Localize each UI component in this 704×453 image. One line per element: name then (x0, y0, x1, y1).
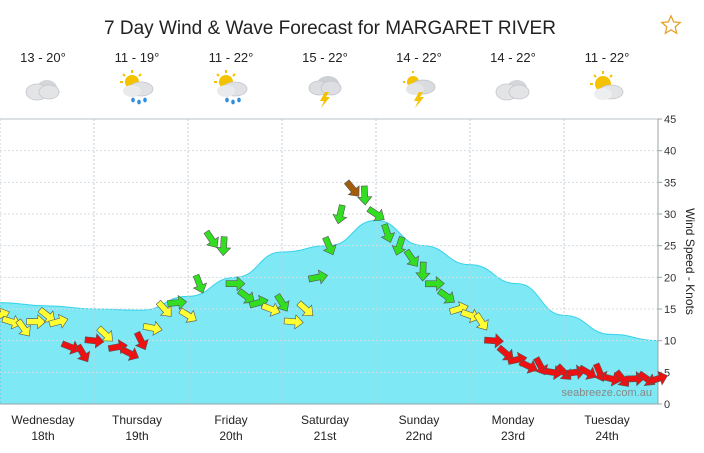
wind-arrow (155, 299, 172, 317)
y-tick-label: 30 (664, 209, 676, 221)
y-tick-label: 40 (664, 146, 676, 158)
favourite-star-icon[interactable] (660, 14, 682, 36)
wind-arrow (283, 314, 304, 330)
wind-arrow (203, 229, 219, 248)
day-temperature: 11 - 22° (208, 50, 254, 65)
wind-arrow (192, 273, 208, 294)
wind-arrow (178, 307, 197, 323)
wind-arrow (225, 276, 246, 292)
x-date-label: 22nd (406, 429, 433, 443)
x-date-label: 18th (31, 429, 54, 443)
wind-arrow (26, 314, 47, 330)
y-tick-label: 35 (664, 177, 676, 189)
wind-arrow (391, 235, 407, 256)
y-tick-label: 45 (664, 114, 676, 126)
sun-cloud-icon (585, 70, 629, 108)
wind-arrow (460, 308, 480, 324)
x-date-label: 19th (125, 429, 148, 443)
y-axis-title: Wind Speed - Knots (683, 208, 697, 315)
wind-arrow (1, 314, 22, 330)
x-date-label: 24th (595, 429, 618, 443)
day-temperature: 14 - 22° (396, 50, 442, 65)
wind-arrow (518, 359, 538, 374)
x-day-label: Friday (214, 413, 247, 427)
y-tick-label: 0 (664, 399, 670, 411)
wind-arrow (296, 300, 314, 316)
x-day-label: Wednesday (11, 413, 74, 427)
day-temperature: 11 - 19° (114, 50, 160, 65)
x-date-label: 21st (314, 429, 337, 443)
x-day-label: Tuesday (584, 413, 630, 427)
wind-arrow (75, 343, 91, 363)
wind-arrow (142, 320, 163, 336)
wind-arrow (473, 312, 489, 331)
wind-arrow (343, 179, 360, 197)
wind-arrow (215, 236, 232, 257)
x-day-label: Saturday (301, 413, 349, 427)
wind-arrow (133, 330, 149, 351)
wind-arrow (167, 294, 188, 311)
wind-arrow (274, 293, 290, 312)
wind-arrow (48, 313, 69, 329)
wind-arrow (260, 302, 281, 317)
sun-cloud-rain-icon (209, 70, 253, 108)
wind-arrow (424, 276, 445, 292)
x-day-label: Monday (492, 413, 535, 427)
y-tick-label: 15 (664, 304, 676, 316)
wind-arrow (119, 346, 140, 361)
storm-cloud-icon (303, 70, 347, 108)
x-day-label: Thursday (112, 413, 162, 427)
day-temperature: 13 - 20° (20, 50, 66, 65)
wind-arrow (648, 370, 668, 386)
x-day-label: Sunday (399, 413, 440, 427)
wind-arrow (60, 340, 81, 355)
y-tick-label: 5 (664, 367, 670, 379)
sun-storm-cloud-icon (397, 70, 441, 108)
day-temperature: 11 - 22° (584, 50, 630, 65)
x-date-label: 23rd (501, 429, 525, 443)
x-date-label: 20th (219, 429, 242, 443)
day-temperature: 15 - 22° (302, 50, 348, 65)
chart-title: 7 Day Wind & Wave Forecast for MARGARET … (104, 18, 556, 39)
wind-arrow (84, 333, 105, 349)
watermark: seabreeze.com.au (562, 387, 653, 399)
y-tick-label: 20 (664, 272, 676, 284)
wind-arrow (15, 318, 31, 337)
day-temperature: 14 - 22° (490, 50, 536, 65)
wind-arrow (366, 206, 385, 222)
wind-arrow (307, 269, 328, 285)
wind-arrow (483, 333, 504, 349)
wind-arrow (577, 364, 597, 380)
y-tick-label: 10 (664, 336, 676, 348)
y-tick-label: 25 (664, 241, 676, 253)
sun-cloud-rain-icon (115, 70, 159, 108)
wind-arrow (403, 248, 419, 267)
wind-arrow (380, 223, 396, 243)
cloud-icon (21, 70, 65, 108)
wind-arrow (437, 288, 455, 304)
wind-arrow (415, 261, 431, 282)
wind-arrow (332, 204, 348, 225)
wind-arrow (96, 325, 113, 342)
wind-arrow (322, 235, 337, 256)
cloud-icon (491, 70, 535, 108)
wind-arrow (357, 185, 373, 206)
